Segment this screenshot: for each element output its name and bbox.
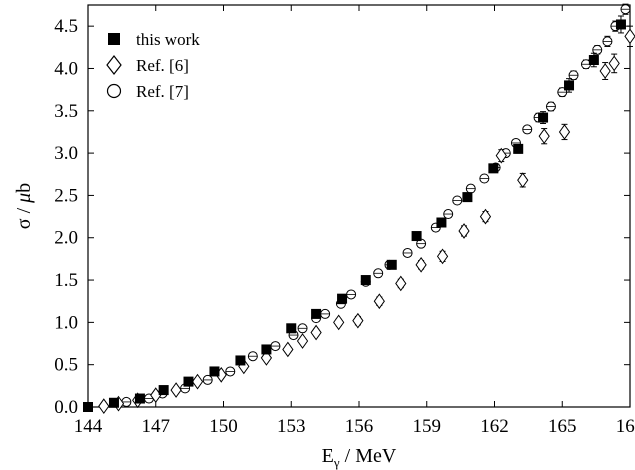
x-tick-label: 168 bbox=[616, 416, 635, 437]
y-tick-label: 1.0 bbox=[54, 312, 78, 333]
data-series bbox=[83, 3, 635, 415]
legend-filled-square-marker bbox=[108, 33, 120, 45]
y-axis-label: σ / μb bbox=[13, 183, 35, 229]
x-tick-label: 150 bbox=[209, 416, 238, 437]
data-point-square bbox=[436, 217, 447, 228]
data-point-diamond bbox=[624, 28, 635, 45]
data-point-square bbox=[83, 402, 93, 412]
legend-open-diamond-marker bbox=[106, 55, 122, 75]
data-point-square bbox=[261, 344, 272, 355]
data-point-diamond bbox=[310, 324, 322, 341]
legend-item-this-work: this work bbox=[108, 30, 200, 49]
y-tick-label: 0.5 bbox=[54, 355, 78, 376]
x-tick-label: 156 bbox=[345, 416, 374, 437]
data-point-square bbox=[488, 163, 499, 174]
y-tick-label: 3.0 bbox=[54, 143, 78, 164]
data-point-square bbox=[513, 143, 524, 154]
data-point-square bbox=[108, 397, 119, 408]
data-point-square bbox=[564, 80, 575, 91]
data-point-diamond bbox=[352, 312, 364, 329]
series-open-circle bbox=[121, 3, 631, 407]
y-tick-label: 1.5 bbox=[54, 270, 78, 291]
y-tick-label: 0.0 bbox=[54, 397, 78, 418]
data-point-diamond bbox=[599, 63, 611, 79]
legend-label: Ref. [7] bbox=[136, 82, 189, 101]
legend-label: Ref. [6] bbox=[136, 56, 189, 75]
x-tick-label: 159 bbox=[413, 416, 442, 437]
data-point-diamond bbox=[415, 256, 427, 273]
data-point-diamond bbox=[458, 223, 470, 239]
data-point-square bbox=[615, 19, 626, 30]
data-point-square bbox=[158, 385, 169, 396]
y-tick-label: 2.0 bbox=[54, 228, 78, 249]
series-filled-square bbox=[83, 15, 626, 412]
legend-item-ref-7: Ref. [7] bbox=[106, 82, 189, 101]
data-point-diamond bbox=[282, 341, 294, 358]
data-point-square bbox=[588, 55, 599, 66]
legend-label: this work bbox=[136, 30, 200, 49]
series-open-diamond bbox=[98, 25, 635, 415]
y-tick-label: 4.0 bbox=[54, 58, 78, 79]
data-point-square bbox=[386, 259, 397, 270]
axis-ticks: 144 147 150 153 156 159 162 165 168 0.0 0.5 1.0 1.5 2… bbox=[54, 5, 635, 437]
x-axis-label-subscript: γ bbox=[333, 455, 340, 470]
legend-open-circle-marker bbox=[106, 83, 122, 99]
legend-item-ref-6: Ref. [6] bbox=[106, 55, 189, 75]
y-tick-label: 2.5 bbox=[54, 185, 78, 206]
data-point-diamond bbox=[395, 275, 407, 292]
x-tick-label: 147 bbox=[142, 416, 171, 437]
data-point-square bbox=[183, 376, 194, 387]
data-point-square bbox=[311, 308, 322, 319]
data-point-diamond bbox=[538, 128, 550, 145]
data-point-diamond bbox=[495, 147, 507, 164]
y-tick-label: 4.5 bbox=[54, 16, 78, 37]
data-point-diamond bbox=[98, 398, 110, 415]
data-point-square bbox=[209, 366, 220, 377]
data-point-square bbox=[286, 323, 297, 334]
y-axis-label-mu: μ bbox=[13, 193, 35, 204]
data-point-diamond bbox=[479, 208, 492, 225]
data-point-diamond bbox=[373, 293, 385, 310]
data-point-diamond bbox=[558, 124, 571, 140]
data-point-square bbox=[134, 393, 145, 404]
data-point-diamond bbox=[517, 172, 529, 189]
data-point-square bbox=[337, 293, 348, 304]
data-point-square bbox=[360, 275, 371, 286]
data-point-diamond bbox=[296, 333, 309, 349]
data-point-square bbox=[235, 355, 246, 366]
x-tick-label: 153 bbox=[277, 416, 306, 437]
x-tick-label: 162 bbox=[480, 416, 509, 437]
y-tick-label: 3.5 bbox=[54, 101, 78, 122]
data-point-square bbox=[411, 231, 422, 242]
data-point-square bbox=[462, 192, 473, 203]
x-tick-label: 165 bbox=[548, 416, 577, 437]
data-point-diamond bbox=[191, 373, 204, 390]
data-point-square bbox=[538, 112, 549, 123]
x-tick-label: 144 bbox=[74, 416, 103, 437]
data-point-diamond bbox=[608, 55, 620, 72]
data-point-diamond bbox=[333, 314, 345, 331]
x-axis-label: Eγ / MeV bbox=[322, 445, 397, 470]
legend: this work Ref. [6] Ref. [7] bbox=[106, 30, 200, 101]
data-point-diamond bbox=[436, 248, 449, 265]
data-point-diamond bbox=[170, 382, 182, 398]
